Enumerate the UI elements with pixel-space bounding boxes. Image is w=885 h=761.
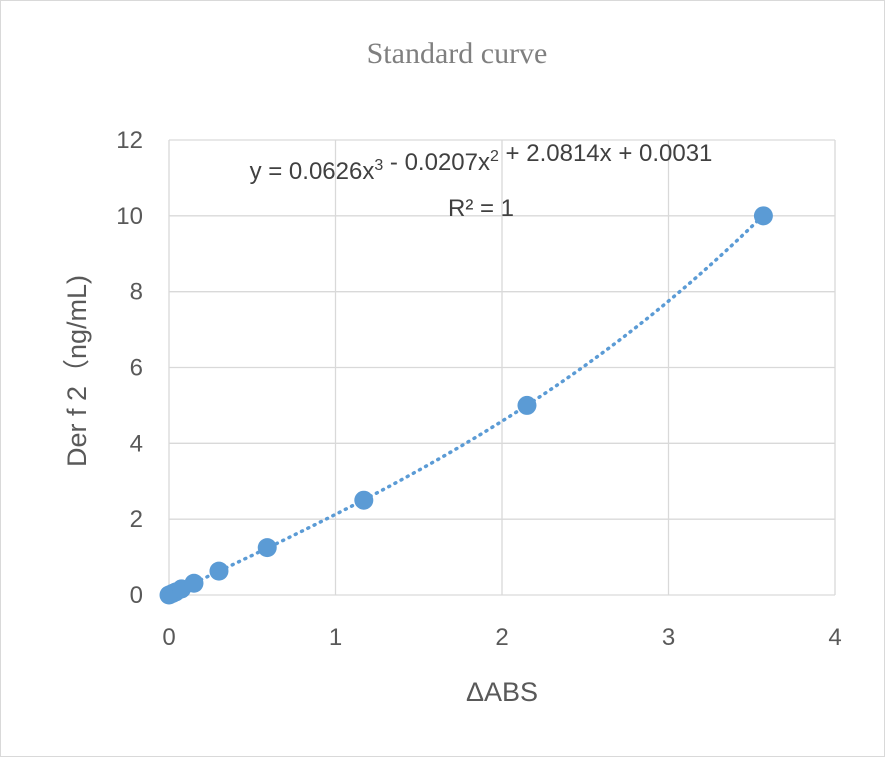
x-axis-label: ΔABS: [466, 677, 538, 707]
y-tick-label: 2: [130, 506, 143, 533]
trendline-equation: y = 0.0626x3 - 0.0207x2 + 2.0814x + 0.00…: [250, 140, 713, 185]
y-tick-label: 10: [116, 203, 143, 230]
x-tick-label: 3: [662, 624, 675, 651]
y-tick-label: 8: [130, 279, 143, 306]
y-tick-label: 4: [130, 430, 143, 457]
chart-title: Standard curve: [367, 37, 548, 70]
x-tick-label: 1: [329, 624, 342, 651]
data-point: [209, 561, 229, 581]
data-point: [257, 538, 277, 558]
y-tick-label: 12: [116, 127, 143, 154]
data-points: [159, 206, 773, 605]
data-point: [184, 573, 204, 593]
y-tick-label: 6: [130, 355, 143, 382]
y-tick-label: 0: [130, 582, 143, 609]
x-tick-label: 2: [495, 624, 508, 651]
r-squared-label: R² = 1: [448, 195, 514, 222]
data-point: [517, 395, 537, 415]
x-tick-label: 4: [828, 624, 841, 651]
data-point: [354, 490, 374, 510]
y-axis-label: Der f 2（ng/mL): [62, 275, 92, 467]
data-point: [753, 206, 773, 226]
trendline: [167, 213, 766, 597]
grid-lines: [168, 139, 836, 596]
x-tick-label: 0: [162, 624, 175, 651]
